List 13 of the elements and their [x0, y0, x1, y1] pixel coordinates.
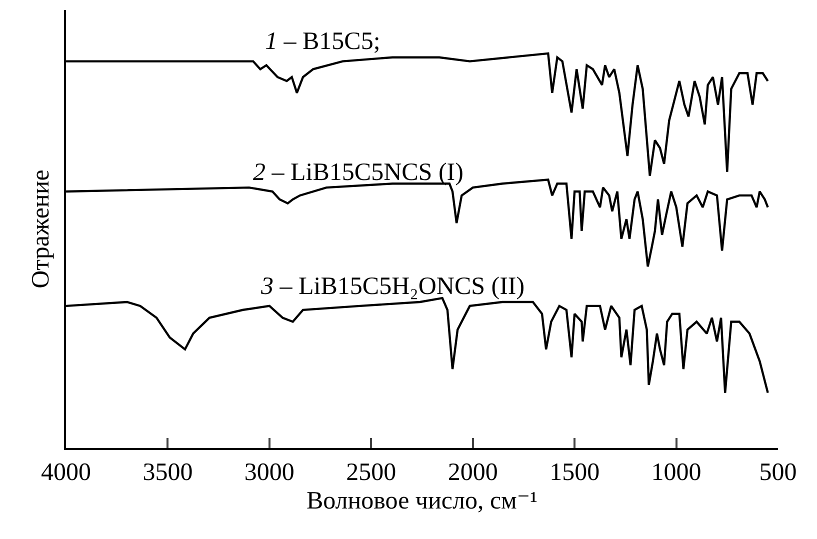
- y-axis-title: Отражение: [27, 170, 54, 288]
- x-tick-label: 2000: [448, 459, 498, 486]
- x-tick-label: 4000: [41, 459, 91, 486]
- x-tick-label: 3000: [244, 459, 294, 486]
- series-label: 3 – LiB15C5H₂ONCS (II): [260, 273, 525, 300]
- series-label: 2 – LiB15C5NCS (I): [253, 159, 464, 186]
- series-label: 1 – B15C5;: [265, 28, 380, 55]
- x-tick-label: 2500: [346, 459, 396, 486]
- x-tick-label: 1000: [651, 459, 702, 486]
- x-tick-label: 1500: [550, 459, 600, 486]
- x-axis-title: Волновое число, см⁻¹: [306, 488, 538, 514]
- x-tick-label: 500: [759, 459, 797, 486]
- x-tick-label: 3500: [142, 459, 193, 486]
